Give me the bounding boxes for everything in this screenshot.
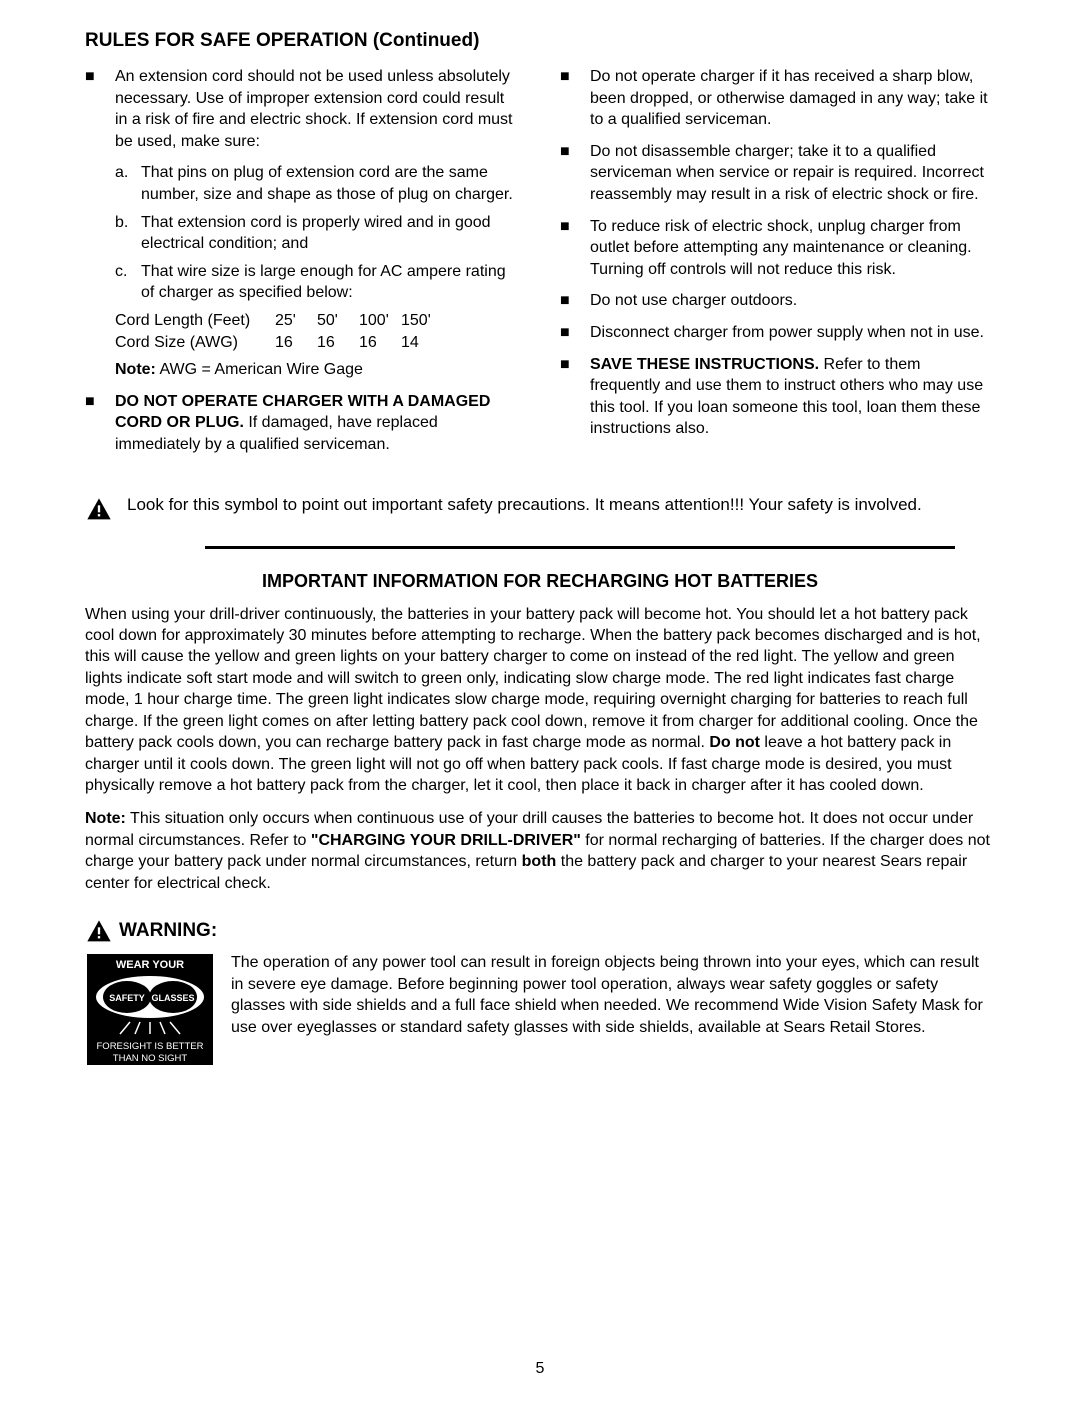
warning-block: WEAR YOUR SAFETY GLASSES FORESIGHT IS BE… — [85, 952, 995, 1074]
cord-len-0: 25' — [275, 310, 317, 332]
sub-item-a: a. That pins on plug of extension cord a… — [115, 162, 520, 205]
sub-text-b: That extension cord is properly wired an… — [141, 212, 520, 255]
cord-size-2: 16 — [359, 332, 401, 354]
bullet-icon: ■ — [85, 66, 115, 152]
right-bullet-3: ■ To reduce risk of electric shock, unpl… — [560, 216, 995, 281]
cord-size-label: Cord Size (AWG) — [115, 332, 275, 354]
bullet-icon: ■ — [560, 290, 590, 312]
cord-size-3: 14 — [401, 332, 443, 354]
goggles-left-text: SAFETY — [109, 993, 145, 1003]
note-text: AWG = American Wire Gage — [156, 361, 363, 378]
right-bullet-2: ■ Do not disassemble charger; take it to… — [560, 141, 995, 206]
note-label: Note: — [115, 361, 156, 378]
hot-p1a: When using your drill-driver continuousl… — [85, 606, 981, 752]
warning-triangle-icon — [85, 918, 113, 946]
cord-size-1: 16 — [317, 332, 359, 354]
cord-size-0: 16 — [275, 332, 317, 354]
hot-p1-bold: Do not — [709, 734, 760, 751]
sub-letter-b: b. — [115, 212, 141, 255]
right-bullet-4-text: Do not use charger outdoors. — [590, 290, 995, 312]
warning-text: The operation of any power tool can resu… — [231, 952, 995, 1074]
warning-triangle-icon — [85, 496, 113, 524]
right-bullet-1: ■ Do not operate charger if it has recei… — [560, 66, 995, 131]
left-bullet-1-text: An extension cord should not be used unl… — [115, 66, 520, 152]
right-bullet-6-bold: SAVE THESE INSTRUCTIONS. — [590, 356, 819, 373]
right-bullet-4: ■ Do not use charger outdoors. — [560, 290, 995, 312]
cord-table: Cord Length (Feet) 25' 50' 100' 150' Cor… — [85, 310, 520, 353]
bullet-icon: ■ — [560, 141, 590, 206]
bullet-icon: ■ — [85, 391, 115, 456]
bullet-icon: ■ — [560, 354, 590, 440]
hot-batteries-p1: When using your drill-driver continuousl… — [85, 604, 995, 797]
cord-length-label: Cord Length (Feet) — [115, 310, 275, 332]
sub-letter-c: c. — [115, 261, 141, 304]
safety-symbol-text: Look for this symbol to point out import… — [127, 494, 922, 517]
sub-item-b: b. That extension cord is properly wired… — [115, 212, 520, 255]
cord-len-1: 50' — [317, 310, 359, 332]
right-bullet-5: ■ Disconnect charger from power supply w… — [560, 322, 995, 344]
awg-note: Note: AWG = American Wire Gage — [85, 359, 520, 381]
divider — [205, 546, 955, 549]
warning-label: WARNING: — [119, 920, 217, 942]
cord-len-3: 150' — [401, 310, 443, 332]
sub-text-c: That wire size is large enough for AC am… — [141, 261, 520, 304]
goggles-right-text: GLASSES — [151, 993, 194, 1003]
right-bullet-5-text: Disconnect charger from power supply whe… — [590, 322, 995, 344]
hot-p2-bold2: both — [522, 853, 557, 870]
right-bullet-3-text: To reduce risk of electric shock, unplug… — [590, 216, 995, 281]
goggles-line2: THAN NO SIGHT — [113, 1053, 188, 1064]
right-column: ■ Do not operate charger if it has recei… — [560, 66, 995, 466]
bullet-icon: ■ — [560, 66, 590, 131]
right-bullet-2-text: Do not disassemble charger; take it to a… — [590, 141, 995, 206]
safety-goggles-graphic: WEAR YOUR SAFETY GLASSES FORESIGHT IS BE… — [85, 952, 215, 1074]
rules-columns: ■ An extension cord should not be used u… — [85, 66, 995, 466]
goggles-top-text: WEAR YOUR — [116, 959, 184, 971]
hot-batteries-title: IMPORTANT INFORMATION FOR RECHARGING HOT… — [85, 571, 995, 592]
hot-note-label: Note: — [85, 810, 126, 827]
page-number: 5 — [0, 1360, 1080, 1378]
goggles-line1: FORESIGHT IS BETTER — [97, 1041, 204, 1052]
section-title: RULES FOR SAFE OPERATION (Continued) — [85, 30, 995, 52]
bullet-icon: ■ — [560, 322, 590, 344]
safety-symbol-row: Look for this symbol to point out import… — [85, 494, 995, 524]
goggles-icon: WEAR YOUR SAFETY GLASSES FORESIGHT IS BE… — [85, 952, 215, 1067]
sub-text-a: That pins on plug of extension cord are … — [141, 162, 520, 205]
sub-letter-a: a. — [115, 162, 141, 205]
hot-p2-bold1: "CHARGING YOUR DRILL-DRIVER" — [311, 832, 581, 849]
left-bullet-2: ■ DO NOT OPERATE CHARGER WITH A DAMAGED … — [85, 391, 520, 456]
cord-len-2: 100' — [359, 310, 401, 332]
right-bullet-6: ■ SAVE THESE INSTRUCTIONS. Refer to them… — [560, 354, 995, 440]
left-column: ■ An extension cord should not be used u… — [85, 66, 520, 466]
sub-item-c: c. That wire size is large enough for AC… — [115, 261, 520, 304]
right-bullet-1-text: Do not operate charger if it has receive… — [590, 66, 995, 131]
left-bullet-1: ■ An extension cord should not be used u… — [85, 66, 520, 152]
warning-heading: WARNING: — [85, 916, 995, 946]
hot-batteries-p2: Note: This situation only occurs when co… — [85, 808, 995, 894]
bullet-icon: ■ — [560, 216, 590, 281]
